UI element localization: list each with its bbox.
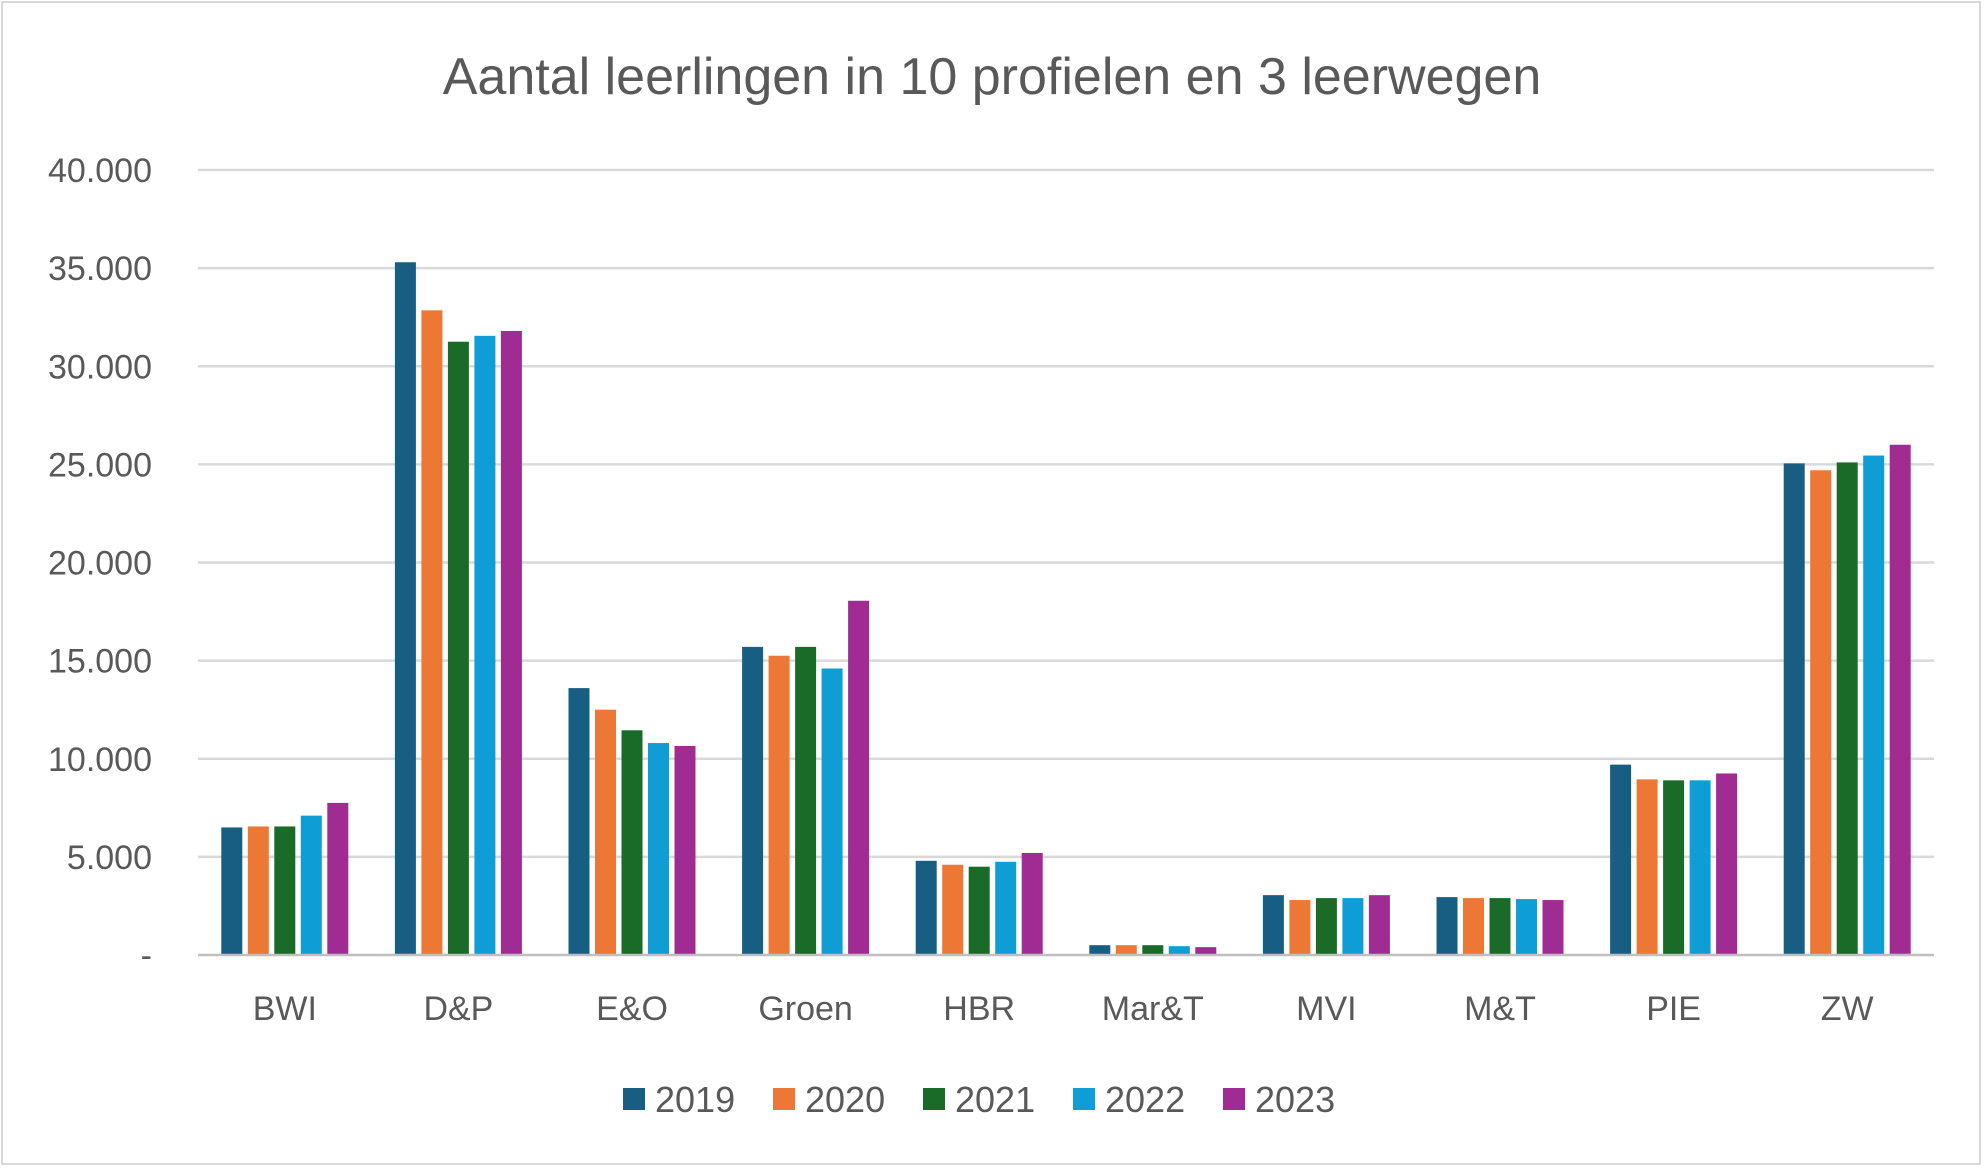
bar-2023-E&O [674,745,696,955]
bar-2019-Mar&T [1089,945,1111,955]
legend-swatch-2022 [1073,1088,1095,1110]
bar-2022-BWI [300,815,322,955]
legend-swatch-2019 [623,1088,645,1110]
bar-2020-D&P [421,310,443,956]
bar-2019-M&T [1436,897,1458,955]
bar-2022-Groen [821,668,843,955]
bar-2022-ZW [1863,455,1885,955]
bar-2022-M&T [1516,899,1537,955]
x-category-label: HBR [943,990,1015,1028]
y-tick-label: 20.000 [48,545,152,583]
bar-2022-Mar&T [1168,946,1190,955]
bar-2019-Groen [742,646,764,955]
legend-label: 2020 [805,1079,885,1120]
bar-2019-ZW [1783,463,1805,955]
legend-swatch-2023 [1223,1088,1245,1110]
bar-2021-ZW [1836,462,1858,955]
bar-2019-BWI [221,827,243,955]
bar-2019-D&P [394,262,416,955]
bar-2020-HBR [942,864,964,955]
bar-2022-HBR [995,861,1017,955]
bar-2022-MVI [1342,898,1364,955]
bar-2020-MVI [1289,900,1311,955]
x-category-label: Mar&T [1102,990,1204,1028]
bar-2023-PIE [1716,773,1738,955]
bar-2022-PIE [1689,780,1711,955]
bar-2023-BWI [327,802,349,955]
bar-2023-MVI [1368,895,1390,955]
bar-2020-PIE [1636,779,1658,955]
bar-2019-PIE [1610,764,1632,955]
x-category-label: Groen [758,990,853,1028]
bar-2021-D&P [447,341,469,955]
bar-2020-E&O [595,709,616,955]
bar-2021-Groen [795,646,817,955]
bar-2021-BWI [274,826,296,955]
y-tick-label: 30.000 [48,348,152,386]
bar-2021-HBR [968,866,990,955]
bar-2020-ZW [1810,470,1832,955]
x-category-label: MVI [1296,990,1356,1028]
bar-2020-M&T [1463,898,1484,955]
y-axis-ticks: - 5.000 10.000 15.000 20.000 25.000 30.000 35.0… [48,152,152,975]
x-axis-categories: BWI D&P E&O Groen HBR Mar&T MVI M&T PIE ZW [253,990,1874,1028]
legend-label: 2019 [655,1079,735,1120]
x-category-label: BWI [253,990,317,1028]
bar-2021-Mar&T [1142,945,1164,955]
bar-2023-D&P [500,330,522,955]
legend-label: 2023 [1255,1079,1335,1120]
x-category-label: D&P [423,990,493,1028]
legend-label: 2022 [1105,1079,1185,1120]
y-tick-label: 10.000 [48,741,152,779]
bar-2020-BWI [247,826,269,955]
bar-2021-M&T [1489,898,1511,955]
bar-2020-Groen [768,655,790,955]
bar-2021-MVI [1315,898,1337,955]
legend-swatch-2021 [923,1088,945,1110]
y-tick-label: 35.000 [48,250,152,288]
bar-2019-E&O [568,688,590,955]
bar-2021-E&O [621,730,643,955]
bar-2022-D&P [474,335,496,955]
y-tick-label: 40.000 [48,152,152,190]
x-category-label: PIE [1646,990,1701,1028]
legend-swatch-2020 [773,1088,795,1110]
bar-2021-PIE [1663,780,1685,955]
bar-2019-MVI [1262,895,1284,955]
legend-label: 2021 [955,1079,1035,1120]
x-category-label: M&T [1464,990,1536,1028]
bar-2023-HBR [1021,852,1043,955]
x-category-label: E&O [596,990,668,1028]
bar-2020-Mar&T [1115,945,1137,955]
bar-2022-E&O [648,743,669,955]
chart-title: Aantal leerlingen in 10 profielen en 3 l… [443,48,1542,106]
y-tick-label: 15.000 [48,643,152,681]
legend: 2019 2020 2021 2022 2023 [623,1079,1335,1120]
bar-2023-Mar&T [1195,947,1217,955]
bar-2023-M&T [1542,900,1564,955]
bar-2019-HBR [915,860,937,955]
bars [221,262,1911,956]
x-category-label: ZW [1821,990,1874,1028]
y-tick-label: - [141,937,152,975]
y-tick-label: 25.000 [48,446,152,484]
bar-2023-ZW [1889,444,1911,955]
bar-2023-Groen [848,600,870,955]
y-tick-label: 5.000 [67,839,152,877]
